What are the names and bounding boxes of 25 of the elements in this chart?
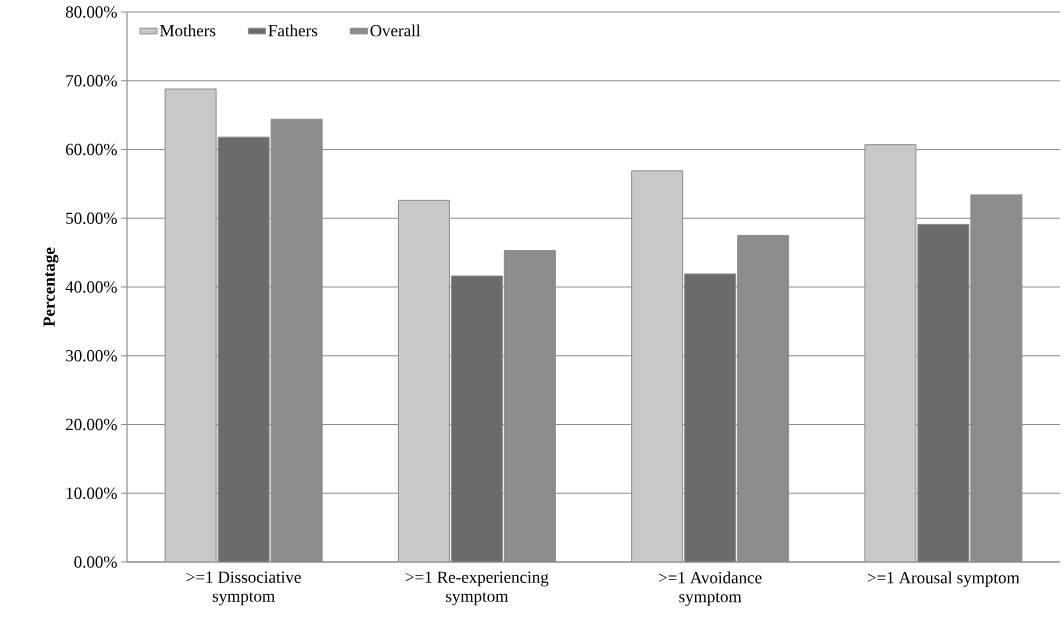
y-tick-label: 40.00% bbox=[65, 281, 117, 293]
bar bbox=[917, 223, 970, 562]
legend-label: Overall bbox=[370, 24, 421, 37]
x-tick-label: >=1 Dissociative symptom bbox=[186, 571, 301, 606]
legend-label: Mothers bbox=[160, 24, 216, 37]
x-tick-label: >=1 Avoidance symptom bbox=[659, 571, 762, 606]
y-tick-label: 0.00% bbox=[74, 556, 117, 568]
bar bbox=[450, 275, 503, 562]
x-tick-label: >=1 Arousal symptom bbox=[867, 571, 1020, 587]
bar bbox=[864, 144, 917, 562]
y-tick-label: 20.00% bbox=[66, 418, 117, 431]
bar bbox=[397, 199, 450, 562]
bar bbox=[217, 136, 270, 562]
y-tick-label: 50.00% bbox=[66, 212, 117, 224]
y-tick-label: 60.00% bbox=[66, 143, 117, 156]
y-tick-label: 30.00% bbox=[66, 350, 117, 362]
y-tick-label: 80.00% bbox=[65, 6, 117, 18]
bar bbox=[684, 273, 737, 562]
x-tick-label: >=1 Re-experiencing symptom bbox=[405, 571, 549, 606]
bar bbox=[164, 88, 217, 562]
y-tick-label: 70.00% bbox=[66, 75, 117, 87]
bar bbox=[631, 170, 684, 562]
y-axis-title: Percentage bbox=[43, 247, 59, 327]
legend-label: Fathers bbox=[268, 24, 318, 37]
y-tick-label: 10.00% bbox=[66, 487, 117, 499]
